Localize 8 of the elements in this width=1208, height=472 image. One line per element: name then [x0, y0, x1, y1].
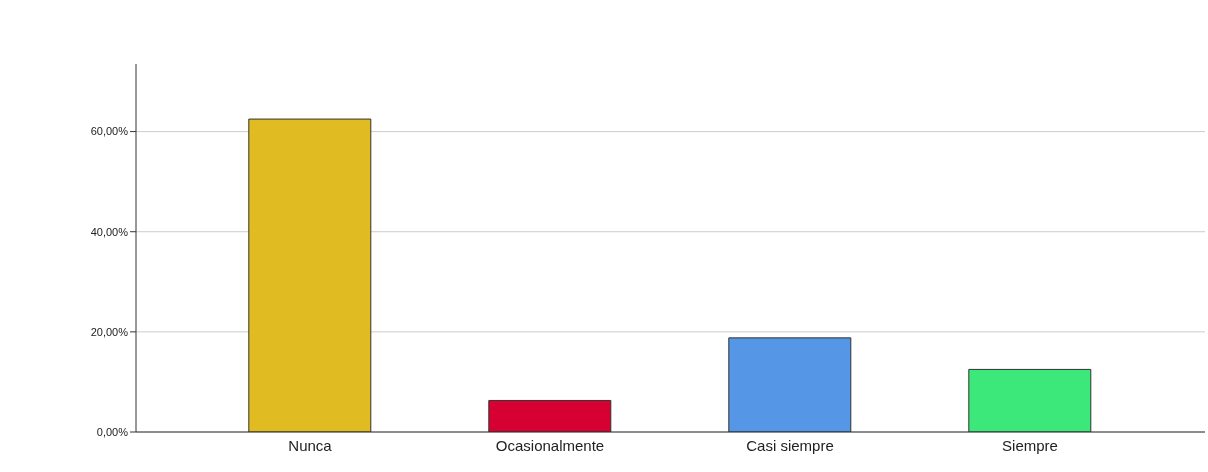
y-tick-label: 40,00%	[90, 225, 129, 238]
x-tick-label: Siempre	[1002, 436, 1058, 454]
x-tick-label: Casi siempre	[746, 436, 834, 454]
y-tick-label: 60,00%	[90, 125, 129, 138]
x-tick-label: Ocasionalmente	[495, 436, 605, 454]
y-tick-label: 20,00%	[90, 325, 129, 338]
y-tick-label: 0,00%	[96, 425, 129, 438]
x-tick-label: Nunca	[288, 436, 333, 454]
